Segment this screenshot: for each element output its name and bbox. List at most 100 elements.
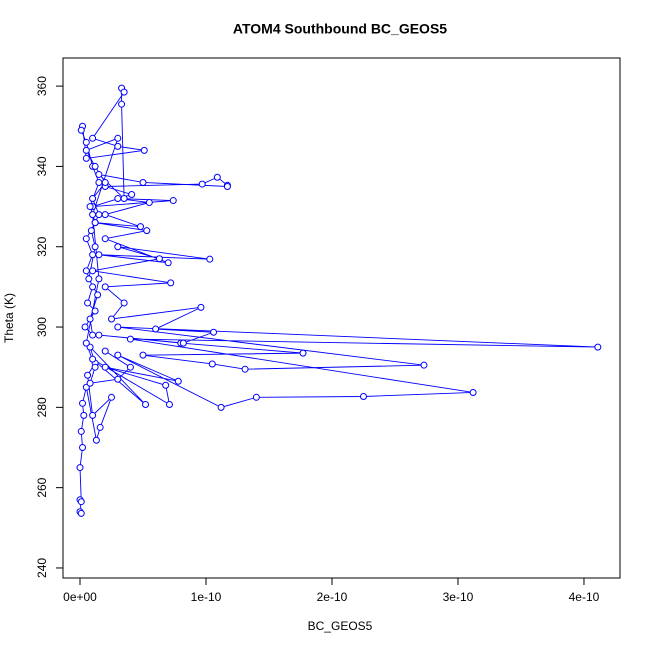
y-tick-label: 340 (35, 156, 49, 176)
data-point (126, 363, 134, 371)
y-tick-label: 280 (35, 397, 49, 417)
data-point (89, 283, 97, 291)
data-point (82, 267, 90, 275)
x-tick-label: 2e-10 (317, 590, 348, 604)
data-point (86, 379, 94, 387)
data-point (77, 498, 85, 506)
data-point (89, 355, 97, 363)
data-point (179, 339, 187, 347)
data-point (91, 363, 99, 371)
data-point (89, 251, 97, 259)
data-point (299, 349, 307, 357)
data-point (87, 227, 95, 235)
data-point (155, 255, 163, 263)
y-tick-label: 260 (35, 477, 49, 497)
data-point (241, 365, 249, 373)
data-point (594, 343, 602, 351)
data-point (82, 235, 90, 243)
y-tick-label: 240 (35, 558, 49, 578)
data-point (197, 303, 205, 311)
data-point (469, 388, 477, 396)
data-point (101, 347, 109, 355)
data-point (94, 291, 102, 299)
data-point (89, 267, 97, 275)
data-point (198, 180, 206, 188)
data-point (359, 393, 367, 401)
x-tick-label: 3e-10 (443, 590, 474, 604)
data-point (174, 377, 182, 385)
data-point (84, 299, 92, 307)
data-point (77, 126, 85, 134)
data-point (89, 134, 97, 142)
data-point (145, 199, 153, 207)
data-point (101, 235, 109, 243)
data-point (213, 173, 221, 181)
data-point (167, 279, 175, 287)
data-point (108, 315, 116, 323)
data-point (114, 142, 122, 150)
data-point (89, 411, 97, 419)
data-point (206, 255, 214, 263)
data-point (101, 363, 109, 371)
data-point (223, 182, 231, 190)
data-point (108, 393, 116, 401)
x-tick-label: 4e-10 (569, 590, 600, 604)
data-point (80, 411, 88, 419)
data-point (169, 197, 177, 205)
data-point (142, 401, 150, 409)
data-point (143, 227, 151, 235)
data-point (92, 436, 100, 444)
data-point (114, 323, 122, 331)
data-point (95, 275, 103, 283)
data-point (89, 195, 97, 203)
data-point (95, 251, 103, 259)
data-point (89, 211, 97, 219)
data-point (152, 325, 160, 333)
data-point (120, 195, 128, 203)
data-point (91, 243, 99, 251)
data-point (79, 443, 87, 451)
data-point (81, 323, 89, 331)
data-point (126, 335, 134, 343)
data-point (101, 283, 109, 291)
data-point (86, 203, 94, 211)
data-point (114, 375, 122, 383)
plot-frame (62, 57, 621, 579)
data-point (89, 331, 97, 339)
y-tick-label: 360 (35, 76, 49, 96)
data-point (114, 195, 122, 203)
data-point (91, 307, 99, 315)
chart-title: ATOM4 Southbound BC_GEOS5 (233, 21, 447, 37)
data-point (162, 381, 170, 389)
data-point (101, 178, 109, 186)
y-tick-label: 300 (35, 317, 49, 337)
data-point (82, 146, 90, 154)
data-point (84, 371, 92, 379)
data-point (208, 360, 216, 368)
x-axis-label: BC_GEOS5 (308, 619, 373, 633)
data-point (164, 259, 172, 267)
data-point (91, 162, 99, 170)
data-point (79, 399, 87, 407)
data-point (114, 134, 122, 142)
data-point (120, 88, 128, 96)
data-point (85, 275, 93, 283)
data-point (139, 178, 147, 186)
data-point (114, 351, 122, 359)
data-point (82, 138, 90, 146)
data-point (101, 211, 109, 219)
x-tick-label: 0e+00 (63, 590, 97, 604)
data-point (77, 427, 85, 435)
data-point (82, 154, 90, 162)
data-point (82, 339, 90, 347)
data-point (420, 361, 428, 369)
data-point (252, 393, 260, 401)
data-point (136, 223, 144, 231)
data-point (95, 178, 103, 186)
data-point (128, 191, 136, 199)
data-point (76, 464, 84, 472)
data-point (96, 423, 104, 431)
data-point (95, 170, 103, 178)
